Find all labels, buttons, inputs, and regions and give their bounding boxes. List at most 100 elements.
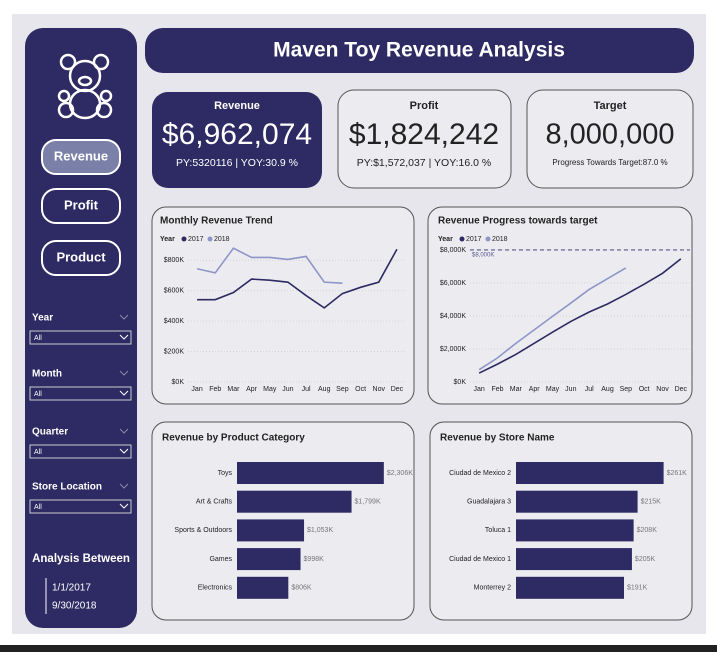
dropdown-chevron bbox=[119, 448, 129, 454]
y-tick-label: $6,000K bbox=[440, 280, 466, 287]
series-line bbox=[197, 248, 398, 309]
filter-value: All bbox=[34, 391, 42, 398]
nav-button-label: Revenue bbox=[54, 148, 108, 163]
legend-dot bbox=[485, 236, 491, 242]
category-label: Ciudad de Mexico 2 bbox=[449, 470, 511, 477]
kpi-footer: PY:$1,572,037 | YOY:16.0 % bbox=[357, 157, 491, 169]
kpi-title: Profit bbox=[410, 100, 439, 112]
chart-panel bbox=[151, 206, 415, 405]
chart-title: Revenue by Store Name bbox=[440, 433, 555, 444]
value-label: $215K bbox=[641, 499, 662, 506]
analysis-title: Analysis Between bbox=[32, 553, 130, 565]
title-bar bbox=[145, 28, 694, 73]
dropdown-chevron bbox=[119, 334, 129, 340]
category-label: Sports & Outdoors bbox=[174, 527, 232, 534]
value-label: $998K bbox=[304, 556, 325, 563]
x-tick-label: Jun bbox=[565, 386, 576, 393]
kpi-footer: PY:5320116 | YOY:30.9 % bbox=[176, 157, 298, 169]
value-label: $208K bbox=[637, 527, 658, 534]
kpi-value: 8,000,000 bbox=[545, 119, 674, 151]
chart-title: Monthly Revenue Trend bbox=[160, 216, 273, 227]
chart-title: Revenue by Product Category bbox=[162, 433, 305, 444]
x-tick-label: Dec bbox=[675, 386, 688, 393]
kpi-value: $1,824,242 bbox=[349, 118, 499, 151]
filter-dropdown[interactable] bbox=[29, 386, 132, 401]
filter-chevron bbox=[119, 483, 129, 489]
value-label: $1,053K bbox=[307, 527, 333, 534]
x-tick-label: Nov bbox=[656, 386, 669, 393]
dropdown-chevron bbox=[119, 503, 129, 509]
x-tick-label: May bbox=[263, 386, 277, 393]
x-tick-label: Mar bbox=[227, 386, 240, 393]
category-label: Games bbox=[209, 556, 232, 563]
target-label: $8,000K bbox=[472, 253, 494, 259]
analysis-end: 9/30/2018 bbox=[52, 601, 97, 612]
category-label: Electronics bbox=[198, 585, 233, 592]
x-tick-label: Sep bbox=[336, 386, 349, 393]
bar bbox=[237, 490, 352, 513]
kpi-card bbox=[152, 92, 322, 188]
kpi-value: $6,962,074 bbox=[162, 118, 312, 151]
filter-label: Month bbox=[32, 369, 62, 380]
category-label: Toluca 1 bbox=[485, 527, 511, 534]
nav-button[interactable] bbox=[41, 139, 121, 175]
legend-label: 2018 bbox=[214, 236, 230, 243]
y-tick-label: $8,000K bbox=[440, 247, 466, 254]
category-label: Toys bbox=[218, 470, 233, 477]
filter-dropdown[interactable] bbox=[29, 444, 132, 459]
nav-button[interactable] bbox=[41, 188, 121, 224]
bar bbox=[516, 490, 638, 513]
kpi-title: Revenue bbox=[214, 100, 260, 112]
x-tick-label: Jun bbox=[282, 386, 293, 393]
y-tick-label: $0K bbox=[172, 379, 185, 386]
bar bbox=[516, 462, 664, 484]
value-label: $2,306K bbox=[387, 470, 413, 477]
legend-label: 2018 bbox=[492, 236, 508, 243]
chart-title: Revenue Progress towards target bbox=[438, 216, 598, 227]
value-label: $806K bbox=[291, 585, 312, 592]
y-tick-label: $2,000K bbox=[440, 346, 466, 353]
x-tick-label: May bbox=[546, 386, 560, 393]
page-title: Maven Toy Revenue Analysis bbox=[273, 39, 565, 62]
chart-panel bbox=[427, 206, 693, 405]
filter-label: Quarter bbox=[32, 427, 68, 438]
filter-label: Store Location bbox=[32, 482, 102, 493]
legend-dot bbox=[207, 236, 213, 242]
filter-dropdown[interactable] bbox=[29, 330, 132, 345]
sidebar bbox=[25, 28, 137, 628]
bar bbox=[516, 548, 632, 571]
x-tick-label: Feb bbox=[209, 386, 221, 393]
filter-chevron bbox=[119, 370, 129, 376]
bar bbox=[237, 519, 305, 542]
x-tick-label: Jul bbox=[585, 386, 594, 393]
category-label: Art & Crafts bbox=[196, 499, 233, 506]
x-tick-label: Sep bbox=[620, 386, 633, 393]
bar bbox=[237, 548, 301, 571]
nav-button-label: Product bbox=[56, 249, 106, 264]
bar bbox=[237, 576, 289, 599]
kpi-footer: Progress Towards Target:87.0 % bbox=[552, 158, 667, 167]
x-tick-label: Feb bbox=[491, 386, 503, 393]
y-tick-label: $400K bbox=[164, 318, 185, 325]
y-tick-label: $200K bbox=[164, 348, 185, 355]
value-label: $191K bbox=[627, 585, 648, 592]
legend-dot bbox=[459, 236, 465, 242]
x-tick-label: Nov bbox=[373, 386, 386, 393]
y-tick-label: $4,000K bbox=[440, 313, 466, 320]
x-tick-label: Aug bbox=[601, 386, 614, 393]
x-tick-label: Dec bbox=[391, 386, 404, 393]
dropdown-chevron bbox=[119, 390, 129, 396]
series-line bbox=[478, 258, 682, 374]
kpi-card bbox=[337, 89, 512, 189]
legend-dot bbox=[181, 236, 187, 242]
nav-button[interactable] bbox=[41, 240, 121, 276]
category-label: Guadalajara 3 bbox=[467, 499, 511, 506]
series-line bbox=[478, 267, 627, 371]
filter-chevron bbox=[119, 314, 129, 320]
kpi-title: Target bbox=[594, 100, 627, 112]
filter-label: Year bbox=[32, 313, 53, 324]
legend-label: 2017 bbox=[466, 236, 482, 243]
bar bbox=[516, 576, 625, 599]
filter-dropdown[interactable] bbox=[29, 499, 132, 514]
